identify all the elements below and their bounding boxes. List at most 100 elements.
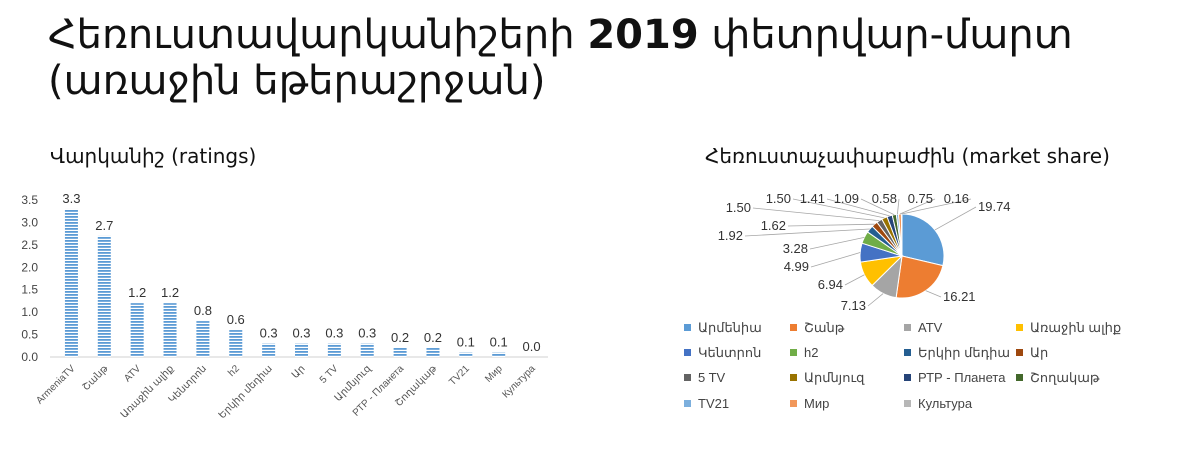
bar-value-label: 0.8 [194, 303, 212, 318]
y-tick-label: 1.0 [21, 305, 38, 319]
x-category-label: 5 TV [318, 363, 341, 386]
pie-value-label: 7.13 [841, 298, 866, 313]
bar-value-label: 3.3 [62, 191, 80, 206]
bar-value-label: 0.3 [292, 326, 310, 341]
legend-swatch [904, 374, 911, 381]
pie-slice-0 [901, 213, 945, 267]
bar-8 [327, 343, 341, 357]
bar-6 [262, 343, 276, 357]
pie-value-label: 6.94 [818, 277, 843, 292]
pie-value-label: 1.50 [726, 200, 751, 215]
pie-value-label: 3.28 [783, 241, 808, 256]
y-tick-label: 2.5 [21, 238, 38, 252]
pie-value-label: 1.09 [834, 191, 859, 206]
leader-line [844, 274, 865, 286]
bar-10 [393, 348, 407, 357]
y-tick-label: 1.5 [21, 283, 38, 297]
leader-line [752, 207, 880, 222]
pie-value-label: 1.41 [800, 191, 825, 206]
legend-label: ATV [918, 320, 943, 335]
pie-value-label: 16.21 [943, 289, 976, 304]
legend-label: Արմենիա [698, 320, 762, 335]
legend-swatch [790, 374, 797, 381]
bar-value-label: 2.7 [95, 218, 113, 233]
bar-7 [295, 343, 308, 357]
bar-value-label: 0.6 [227, 312, 245, 327]
bar-2 [130, 303, 144, 357]
leader-line [826, 198, 890, 217]
legend-swatch [1016, 374, 1023, 381]
bar-1 [97, 235, 111, 357]
y-tick-label: 0.0 [21, 350, 38, 364]
bar-value-label: 0.1 [457, 335, 475, 350]
legend-swatch [684, 374, 691, 381]
legend-label: Շանթ [804, 320, 845, 335]
legend-swatch [1016, 324, 1023, 331]
legend-swatch [790, 400, 797, 407]
legend-label: Արմնյուզ [804, 370, 865, 385]
legend-swatch [684, 349, 691, 356]
bar-4 [196, 321, 210, 357]
legend-swatch [1016, 349, 1023, 356]
pie-value-label: 4.99 [784, 259, 809, 274]
pie-chart-title: Հեռուստաչափաբաժին (market share) [705, 144, 1110, 168]
leader-line [787, 223, 875, 227]
bar-value-label: 1.2 [128, 285, 146, 300]
pie-value-label: 0.75 [908, 191, 933, 206]
title-text-part2: փետրվար-մարտ [698, 12, 1073, 58]
bar-0 [64, 208, 78, 357]
x-category-label: ArmeniaTV [34, 363, 77, 406]
bar-9 [360, 343, 374, 357]
pie-value-label: 1.62 [761, 218, 786, 233]
x-category-label: h2 [226, 363, 242, 379]
bar-value-label: 0.0 [523, 339, 541, 354]
bar-chart-title: Վարկանիշ (ratings) [50, 144, 257, 168]
legend-swatch [904, 324, 911, 331]
legend-swatch [904, 400, 911, 407]
leader-line [809, 236, 865, 250]
x-category-label: TV21 [447, 363, 472, 388]
bar-11 [426, 348, 440, 357]
title-year: 2019 [587, 12, 699, 58]
legend-swatch [904, 349, 911, 356]
y-tick-label: 0.5 [21, 328, 38, 342]
x-category-label: ATV [122, 363, 143, 384]
pie-value-label: 0.58 [872, 191, 897, 206]
pie-value-label: 1.50 [766, 191, 791, 206]
bar-12 [459, 352, 473, 357]
legend-label: Կենտրոն [698, 345, 761, 360]
x-category-label: Мир [483, 363, 505, 385]
bar-value-label: 0.3 [260, 326, 278, 341]
legend-swatch [790, 349, 797, 356]
y-tick-label: 3.5 [21, 193, 38, 207]
bar-3 [163, 303, 177, 357]
pie-value-label: 1.92 [718, 228, 743, 243]
bar-value-label: 1.2 [161, 285, 179, 300]
bar-13 [492, 352, 506, 357]
x-category-label: Շանթ [81, 363, 111, 393]
slide-title-line1: Հեռուստավարկանիշերի 2019 փետրվար-մարտ [48, 12, 1148, 58]
leader-line [897, 198, 900, 215]
bar-value-label: 0.2 [391, 330, 409, 345]
bar-value-label: 0.3 [358, 326, 376, 341]
bar-value-label: 0.3 [325, 326, 343, 341]
market-share-pie-chart: 19.74 16.21 7.13 6.94 4.99 3.28 1.92 1.62 1.50 1.… [684, 191, 1121, 411]
legend-swatch [684, 400, 691, 407]
legend-label: Շողակաթ [1030, 370, 1100, 385]
pie-value-label: 0.16 [944, 191, 969, 206]
y-tick-label: 2.0 [21, 260, 38, 274]
leader-line [792, 198, 885, 219]
y-tick-label: 3.0 [21, 215, 38, 229]
x-category-label: Երկիր մեդիա [217, 363, 275, 421]
slide-title: Հեռուստավարկանիշերի 2019 փետրվար-մարտ (ա… [48, 12, 1148, 104]
legend-label: Առաջին ալիք [1030, 320, 1121, 335]
legend-swatch [684, 324, 691, 331]
x-category-label: Ար [290, 363, 308, 381]
legend-label: Культура [918, 396, 973, 411]
legend-swatch [790, 324, 797, 331]
leader-line [899, 198, 936, 215]
leader-line [867, 293, 884, 307]
bar-value-label: 0.1 [490, 335, 508, 350]
legend-label: Мир [804, 396, 829, 411]
pie-slice-14 [900, 213, 903, 257]
